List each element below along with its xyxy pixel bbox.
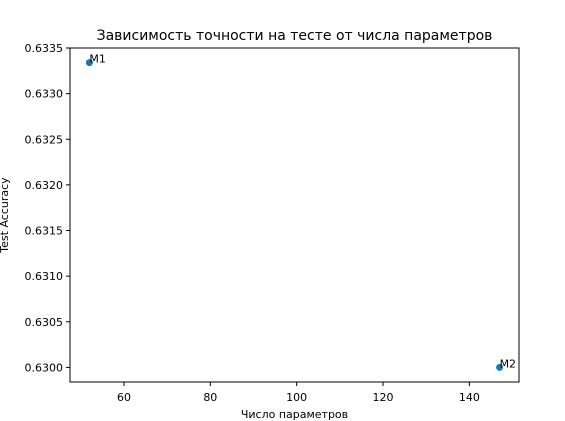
y-tick-label: 0.6315	[25, 225, 64, 238]
y-tick-label: 0.6320	[25, 179, 64, 192]
y-tick-label: 0.6300	[25, 361, 64, 374]
y-tick-label: 0.6325	[25, 133, 64, 146]
x-tick-label: 100	[286, 391, 307, 404]
data-point-m2	[496, 363, 504, 371]
x-axis-label: Число параметров	[241, 408, 348, 421]
y-tick-label: 0.6335	[25, 42, 64, 55]
y-tick-label: 0.6310	[25, 270, 64, 283]
chart-title: Зависимость точности на тесте от числа п…	[97, 28, 493, 44]
x-tick-label: 140	[459, 391, 480, 404]
y-axis-label: Test Accuracy	[0, 177, 11, 254]
x-axis: 60 80 100 120 140	[117, 382, 480, 404]
x-tick-label: 60	[117, 391, 131, 404]
x-tick-label: 80	[203, 391, 217, 404]
data-point-m1	[85, 59, 93, 67]
y-tick-label: 0.6305	[25, 316, 64, 329]
point-label-m1: M1	[89, 53, 106, 66]
x-tick-label: 120	[373, 391, 394, 404]
point-label-m2: M2	[500, 357, 517, 370]
y-tick-label: 0.6330	[25, 88, 64, 101]
data-points: M1 M2	[85, 53, 517, 371]
y-axis: 0.6300 0.6305 0.6310 0.6315 0.6320 0.6325 0.63…	[25, 42, 70, 374]
plot-area-frame	[69, 47, 520, 383]
